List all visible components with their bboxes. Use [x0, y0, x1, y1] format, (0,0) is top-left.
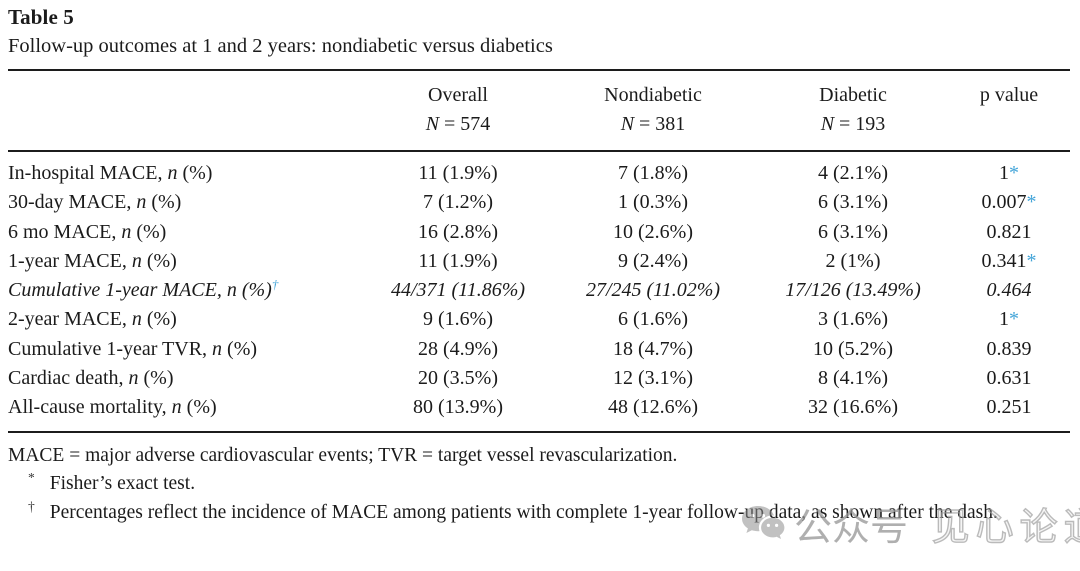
table-row: 2-year MACE, n (%) 9 (1.6%) 6 (1.6%) 3 (…	[8, 305, 1070, 334]
cell-diabetic: 10 (5.2%)	[813, 337, 893, 360]
cell-diabetic: 8 (4.1%)	[818, 367, 888, 390]
n-symbol: N	[620, 112, 635, 135]
table-row: All-cause mortality, n (%) 80 (13.9%) 48…	[8, 393, 1070, 422]
col-label-overall: Overall	[428, 84, 488, 106]
footnote-abbreviations: MACE = major adverse cardiovascular even…	[8, 444, 678, 466]
footnote-percentages: † Percentages reflect the incidence of MA…	[28, 498, 998, 524]
row-label: Cumulative 1-year MACE, n (%)†	[8, 276, 279, 302]
header-nondiabetic: Nondiabetic N = 381	[548, 81, 758, 138]
asterisk-marker: *	[1009, 308, 1019, 331]
table-title: Table 5	[8, 5, 74, 29]
row-label: 2-year MACE, n (%)	[8, 308, 177, 331]
cell-diabetic: 6 (3.1%)	[818, 220, 888, 243]
cell-diabetic: 32 (16.6%)	[808, 396, 898, 419]
cell-pvalue: 0.631	[986, 367, 1032, 390]
table-body: In-hospital MACE, n (%) 11 (1.9%) 7 (1.8…	[8, 152, 1070, 431]
cell-overall: 9 (1.6%)	[423, 308, 493, 331]
row-label: Cumulative 1-year TVR, n (%)	[8, 337, 258, 360]
cell-overall: 7 (1.2%)	[423, 191, 493, 214]
cell-diabetic: 4 (2.1%)	[818, 162, 888, 184]
table-row-cumulative-mace: Cumulative 1-year MACE, n (%)† 44/371 (1…	[8, 276, 1070, 305]
cell-pvalue: 1*	[999, 162, 1019, 184]
cell-nondiabetic: 18 (4.7%)	[613, 337, 693, 360]
cell-overall: 28 (4.9%)	[418, 337, 498, 360]
col-label-pvalue: p value	[979, 84, 1039, 106]
row-label: 30-day MACE, n (%)	[8, 191, 182, 214]
col-label-diabetic: Diabetic	[819, 84, 887, 106]
asterisk-footnote-marker: *	[28, 469, 35, 485]
cell-overall: 20 (3.5%)	[418, 367, 498, 390]
cell-pvalue: 0.251	[986, 396, 1032, 419]
col-n-overall: N = 574	[425, 112, 491, 135]
asterisk-marker: *	[1009, 162, 1019, 184]
col-label-nondiabetic: Nondiabetic	[604, 84, 702, 106]
row-label: Cardiac death, n (%)	[8, 367, 174, 390]
table-row: Cardiac death, n (%) 20 (3.5%) 12 (3.1%)…	[8, 364, 1070, 393]
col-n-diabetic: N = 193	[820, 112, 886, 135]
cell-pvalue: 0.464	[986, 279, 1032, 302]
cell-diabetic: 6 (3.1%)	[818, 191, 888, 214]
table-caption: Follow-up outcomes at 1 and 2 years: non…	[8, 35, 553, 57]
table-row: Cumulative 1-year TVR, n (%) 28 (4.9%) 1…	[8, 335, 1070, 364]
header-overall: Overall N = 574	[368, 81, 548, 138]
outcomes-table: Overall N = 574 Nondiabetic N = 381 Diab…	[8, 69, 1070, 433]
row-label: 6 mo MACE, n (%)	[8, 220, 167, 243]
table-header-row: Overall N = 574 Nondiabetic N = 381 Diab…	[8, 71, 1070, 152]
dagger-footnote-marker: †	[28, 498, 35, 514]
cell-pvalue: 0.839	[986, 337, 1032, 360]
cell-overall: 11 (1.9%)	[418, 162, 498, 184]
cell-pvalue: 1*	[999, 308, 1019, 331]
asterisk-marker: *	[1026, 249, 1037, 272]
table-row: In-hospital MACE, n (%) 11 (1.9%) 7 (1.8…	[8, 159, 1070, 188]
cell-nondiabetic: 27/245 (11.02%)	[585, 279, 721, 302]
cell-diabetic: 17/126 (13.49%)	[785, 279, 921, 302]
cell-overall: 80 (13.9%)	[413, 396, 503, 419]
cell-nondiabetic: 7 (1.8%)	[618, 162, 688, 184]
cell-pvalue: 0.007*	[981, 191, 1037, 214]
header-pvalue: p value	[948, 81, 1070, 110]
row-label: 1-year MACE, n (%)	[8, 249, 177, 272]
row-label: All-cause mortality, n (%)	[8, 396, 217, 419]
dagger-marker: †	[271, 276, 279, 292]
n-symbol: N	[820, 112, 835, 135]
table-row: 1-year MACE, n (%) 11 (1.9%) 9 (2.4%) 2 …	[8, 247, 1070, 276]
footnotes: MACE = major adverse cardiovascular even…	[8, 442, 1074, 528]
cell-diabetic: 2 (1%)	[825, 249, 881, 272]
cell-pvalue: 0.821	[986, 220, 1032, 243]
cell-nondiabetic: 12 (3.1%)	[613, 367, 693, 390]
table-row: 30-day MACE, n (%) 7 (1.2%) 1 (0.3%) 6 (…	[8, 188, 1070, 217]
n-symbol: N	[425, 112, 440, 135]
cell-overall: 16 (2.8%)	[418, 220, 498, 243]
cell-nondiabetic: 6 (1.6%)	[618, 308, 688, 331]
cell-nondiabetic: 10 (2.6%)	[613, 220, 693, 243]
row-label: In-hospital MACE, n (%)	[8, 162, 213, 184]
header-diabetic: Diabetic N = 193	[758, 81, 948, 138]
cell-nondiabetic: 9 (2.4%)	[618, 249, 688, 272]
footnote-fisher: * Fisher’s exact test.	[28, 469, 196, 495]
cell-nondiabetic: 48 (12.6%)	[608, 396, 698, 419]
asterisk-marker: *	[1026, 191, 1037, 214]
table-row: 6 mo MACE, n (%) 16 (2.8%) 10 (2.6%) 6 (…	[8, 218, 1070, 247]
cell-pvalue: 0.341*	[981, 249, 1037, 272]
cell-nondiabetic: 1 (0.3%)	[618, 191, 688, 214]
col-n-nondiabetic: N = 381	[620, 112, 686, 135]
cell-diabetic: 3 (1.6%)	[818, 308, 888, 331]
cell-overall: 44/371 (11.86%)	[390, 279, 526, 302]
cell-overall: 11 (1.9%)	[418, 249, 498, 272]
